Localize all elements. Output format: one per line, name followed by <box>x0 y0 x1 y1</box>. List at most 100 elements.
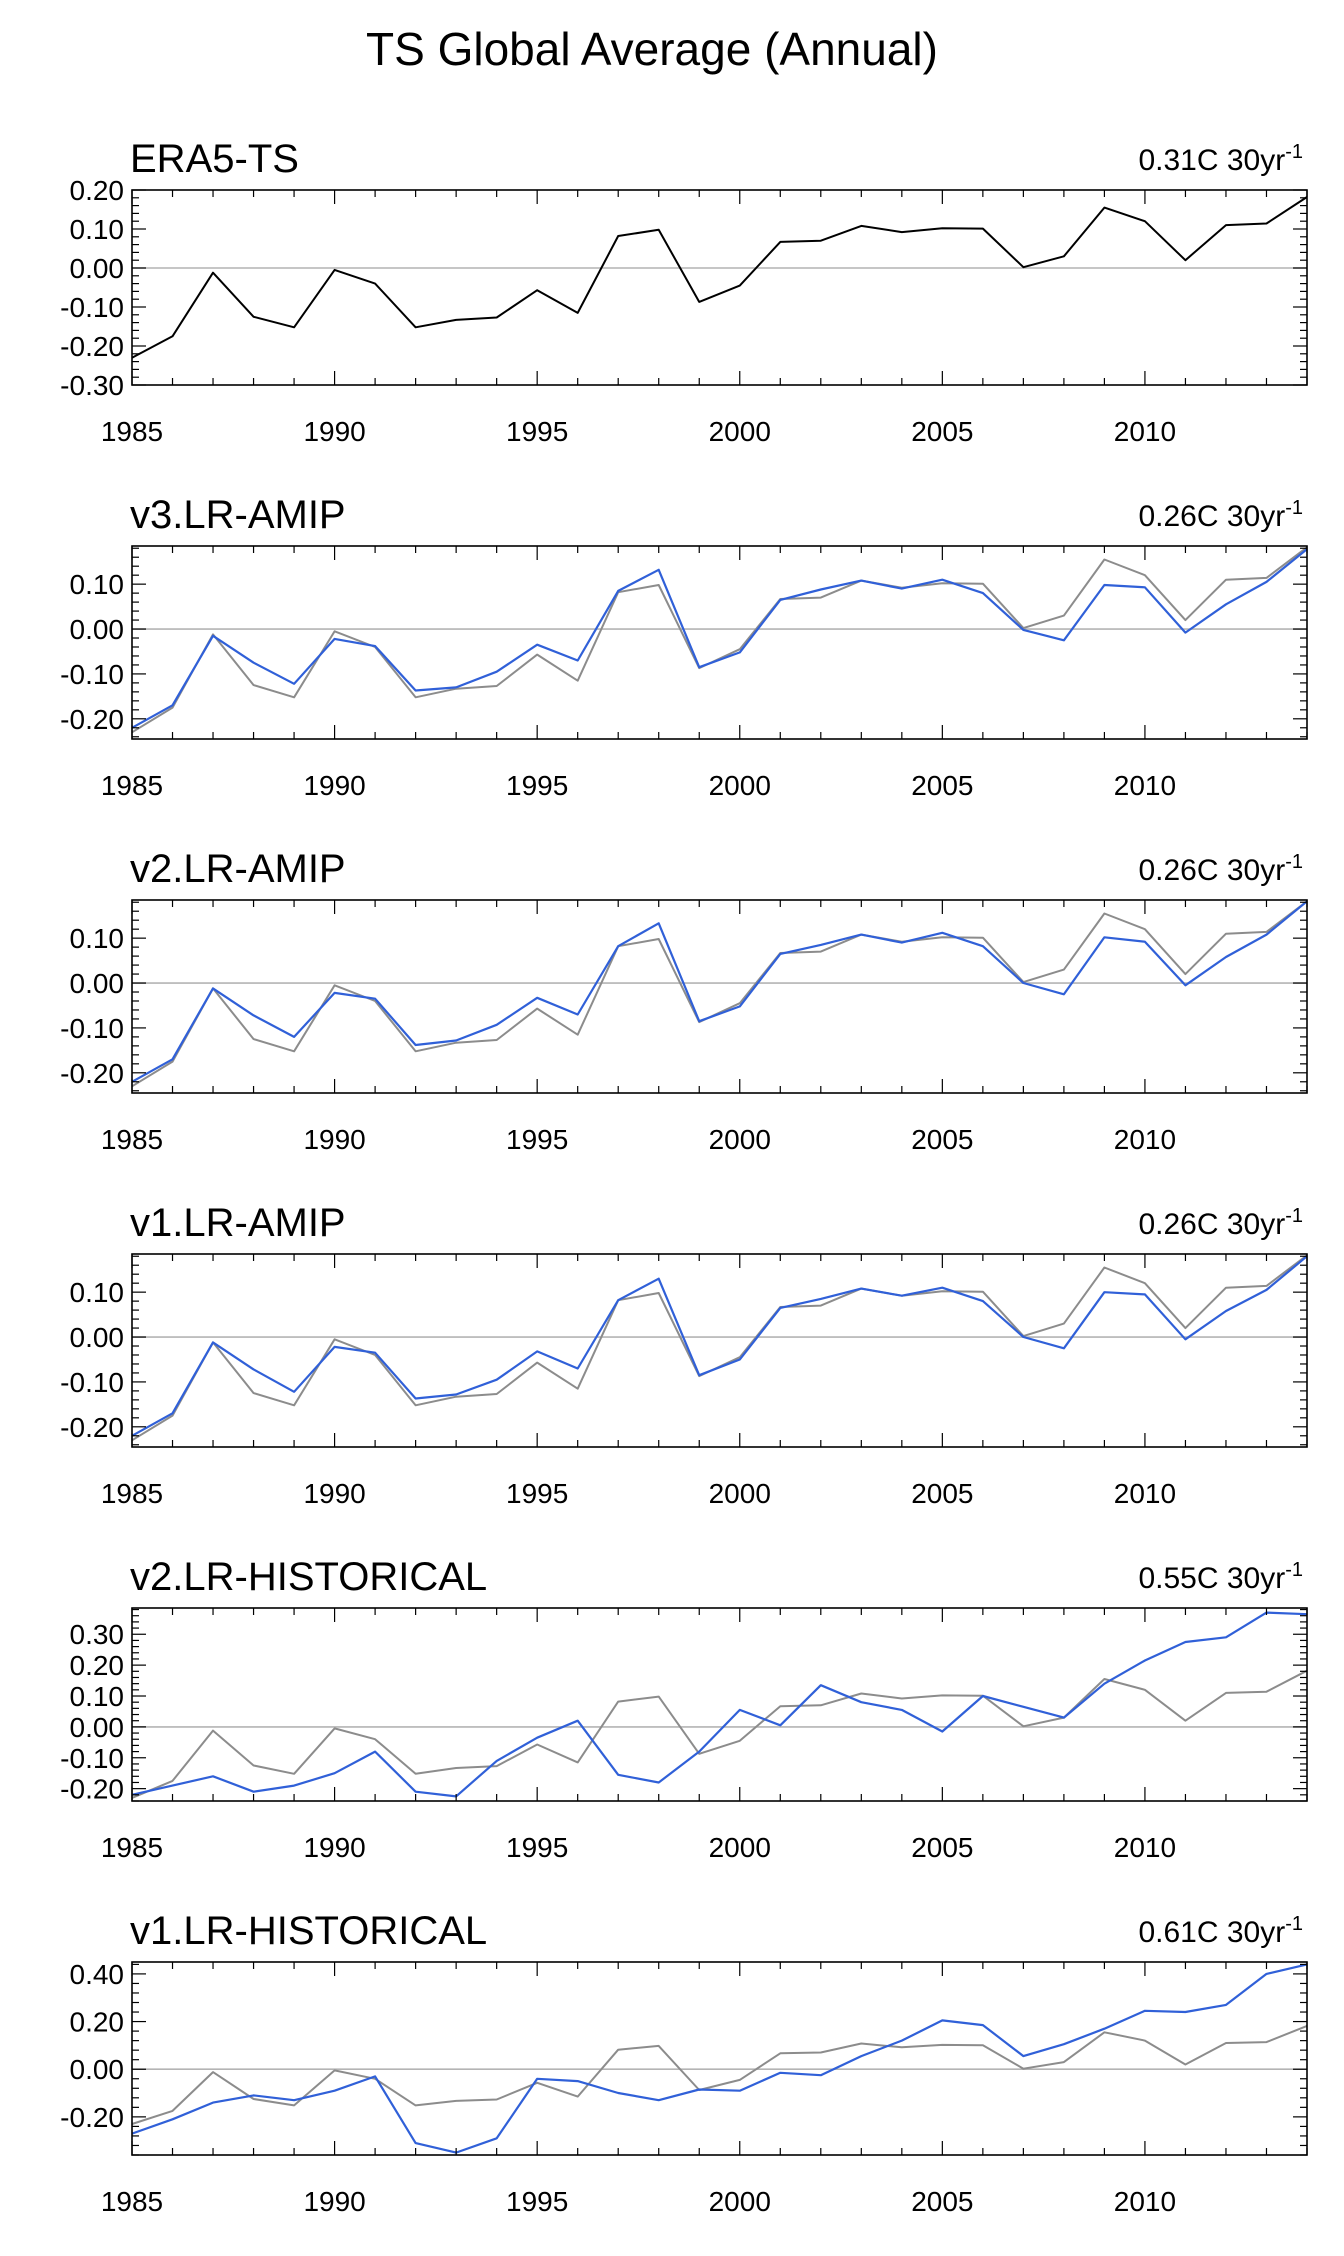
series-line-v1-historical-reference: ERA5-TS <box>131 2024 1308 2125</box>
trend-exponent: -1 <box>1285 1559 1303 1581</box>
panel-title-v1-historical: v1.LR-HISTORICAL <box>130 1909 487 1953</box>
panel-v2-historical: v2.LR-HISTORICAL 0.55C 30yr-1ERA5-TSv2.LR… <box>60 1555 1308 1863</box>
trend-exponent: -1 <box>1285 851 1303 873</box>
panel-v3-amip: v3.LR-AMIP 0.26C 30yr-1ERA5-TSv3.LR-AMIP1… <box>60 493 1308 801</box>
trend-exponent: -1 <box>1285 141 1303 163</box>
x-tick-label: 1985 <box>101 1832 163 1863</box>
series-line-era5-reference: ERA5-TS <box>131 196 1308 359</box>
y-tick-label: 0.10 <box>70 1681 125 1712</box>
panels: ERA5-TS 0.31C 30yr-1ERA5-TS1985 1990 1995 20… <box>60 137 1308 2217</box>
series-line-v2-historical-model: v2.LR-HISTORICAL <box>131 1611 1308 1798</box>
trend-label-v1-historical: 0.61C 30yr-1 <box>1138 1913 1303 1949</box>
trend-label-v3-amip: 0.26C 30yr-1 <box>1138 497 1303 533</box>
trend-value: 0.55C 30yr <box>1138 1562 1285 1595</box>
x-tick-label: 1985 <box>101 416 163 447</box>
x-tick-label: 1995 <box>506 1832 568 1863</box>
series-line-v2-historical-reference: ERA5-TS <box>131 1669 1308 1799</box>
y-tick-label: -0.30 <box>60 370 124 401</box>
plot-frame-era5 <box>131 189 1308 386</box>
y-tick-label: -0.10 <box>60 1367 124 1398</box>
x-tick-label: 2010 <box>1114 416 1176 447</box>
series-line-v1-amip-model: v1.LR-AMIP <box>131 1255 1308 1437</box>
trend-exponent: -1 <box>1285 1205 1303 1227</box>
x-tick-label: 1985 <box>101 1124 163 1155</box>
plot-frame-v1-historical <box>131 1961 1308 2156</box>
plot-frame-v3-amip <box>131 545 1308 740</box>
x-tick-label: 2000 <box>709 1832 771 1863</box>
x-tick-label: 1985 <box>101 2186 163 2217</box>
y-tick-label: 0.40 <box>70 1959 125 1990</box>
y-tick-label: 0.10 <box>70 214 125 245</box>
y-tick-label: -0.10 <box>60 1013 124 1044</box>
trend-label-v1-amip: 0.26C 30yr-1 <box>1138 1205 1303 1241</box>
x-tick-label: 2005 <box>911 770 973 801</box>
x-tick-label: 2010 <box>1114 1832 1176 1863</box>
trend-label-v2-historical: 0.55C 30yr-1 <box>1138 1559 1303 1595</box>
series-line-v1-amip-reference: ERA5-TS <box>131 1254 1308 1442</box>
y-tick-label: 0.10 <box>70 1277 125 1308</box>
x-tick-label: 1995 <box>506 1478 568 1509</box>
x-tick-label: 1995 <box>506 770 568 801</box>
y-tick-label: 0.00 <box>70 968 125 999</box>
y-tick-label: 0.00 <box>70 253 125 284</box>
y-tick-label: -0.10 <box>60 659 124 690</box>
trend-value: 0.26C 30yr <box>1138 1208 1285 1241</box>
panel-title-v2-amip: v2.LR-AMIP <box>130 847 346 891</box>
trend-label-era5: 0.31C 30yr-1 <box>1138 141 1303 177</box>
y-tick-label: -0.10 <box>60 1743 124 1774</box>
y-tick-label: 0.00 <box>70 1712 125 1743</box>
x-tick-label: 2005 <box>911 1478 973 1509</box>
x-tick-label: 1990 <box>303 1832 365 1863</box>
y-tick-label: 0.20 <box>70 2007 125 2038</box>
trend-exponent: -1 <box>1285 1913 1303 1935</box>
trend-label-v2-amip: 0.26C 30yr-1 <box>1138 851 1303 887</box>
figure-title: TS Global Average (Annual) <box>366 23 938 75</box>
trend-value: 0.26C 30yr <box>1138 854 1285 887</box>
y-tick-label: 0.10 <box>70 923 125 954</box>
trend-value: 0.61C 30yr <box>1138 1916 1285 1949</box>
x-tick-label: 2005 <box>911 416 973 447</box>
x-tick-label: 1990 <box>303 416 365 447</box>
x-tick-label: 2000 <box>709 1478 771 1509</box>
x-tick-label: 2000 <box>709 770 771 801</box>
y-tick-label: 0.20 <box>70 175 125 206</box>
y-tick-label: 0.00 <box>70 614 125 645</box>
series-line-v1-historical-model: v1.LR-HISTORICAL <box>131 1963 1308 2154</box>
y-tick-label: -0.10 <box>60 292 124 323</box>
y-tick-label: -0.20 <box>60 2102 124 2133</box>
x-tick-label: 2000 <box>709 416 771 447</box>
panel-v2-amip: v2.LR-AMIP 0.26C 30yr-1ERA5-TSv2.LR-AMIP1… <box>60 847 1308 1155</box>
x-tick-label: 1995 <box>506 416 568 447</box>
y-tick-label: -0.20 <box>60 331 124 362</box>
x-tick-label: 1990 <box>303 770 365 801</box>
x-tick-label: 2005 <box>911 1832 973 1863</box>
x-tick-label: 2005 <box>911 2186 973 2217</box>
panel-title-era5: ERA5-TS <box>130 137 299 181</box>
x-tick-label: 2005 <box>911 1124 973 1155</box>
x-tick-label: 2010 <box>1114 1478 1176 1509</box>
x-tick-label: 2000 <box>709 1124 771 1155</box>
panel-title-v3-amip: v3.LR-AMIP <box>130 493 346 537</box>
x-tick-label: 1995 <box>506 2186 568 2217</box>
trend-value: 0.31C 30yr <box>1138 144 1285 177</box>
x-tick-label: 1985 <box>101 1478 163 1509</box>
trend-exponent: -1 <box>1285 497 1303 519</box>
y-tick-label: 0.20 <box>70 1650 125 1681</box>
panel-era5: ERA5-TS 0.31C 30yr-1 ERA5-TS 1985 1990 1995 20… <box>60 137 1308 447</box>
x-tick-label: 2010 <box>1114 770 1176 801</box>
panel-title-v1-amip: v1.LR-AMIP <box>130 1201 346 1245</box>
x-tick-label: 2010 <box>1114 2186 1176 2217</box>
x-tick-label: 1985 <box>101 770 163 801</box>
x-tick-label: 1990 <box>303 2186 365 2217</box>
x-tick-label: 1995 <box>506 1124 568 1155</box>
series-line-v2-amip-reference: ERA5-TS <box>131 900 1308 1088</box>
y-tick-label: 0.30 <box>70 1619 125 1650</box>
series-line-v2-amip-model: v2.LR-AMIP <box>131 900 1308 1083</box>
y-tick-label: -0.20 <box>60 1412 124 1443</box>
y-tick-label: -0.20 <box>60 704 124 735</box>
panel-v1-amip: v1.LR-AMIP 0.26C 30yr-1ERA5-TSv1.LR-AMIP1… <box>60 1201 1308 1509</box>
trend-value: 0.26C 30yr <box>1138 500 1285 533</box>
series-line-v3-amip-model: v3.LR-AMIP <box>131 548 1308 729</box>
panel-title-v2-historical: v2.LR-HISTORICAL <box>130 1555 487 1599</box>
y-tick-label: -0.20 <box>60 1058 124 1089</box>
